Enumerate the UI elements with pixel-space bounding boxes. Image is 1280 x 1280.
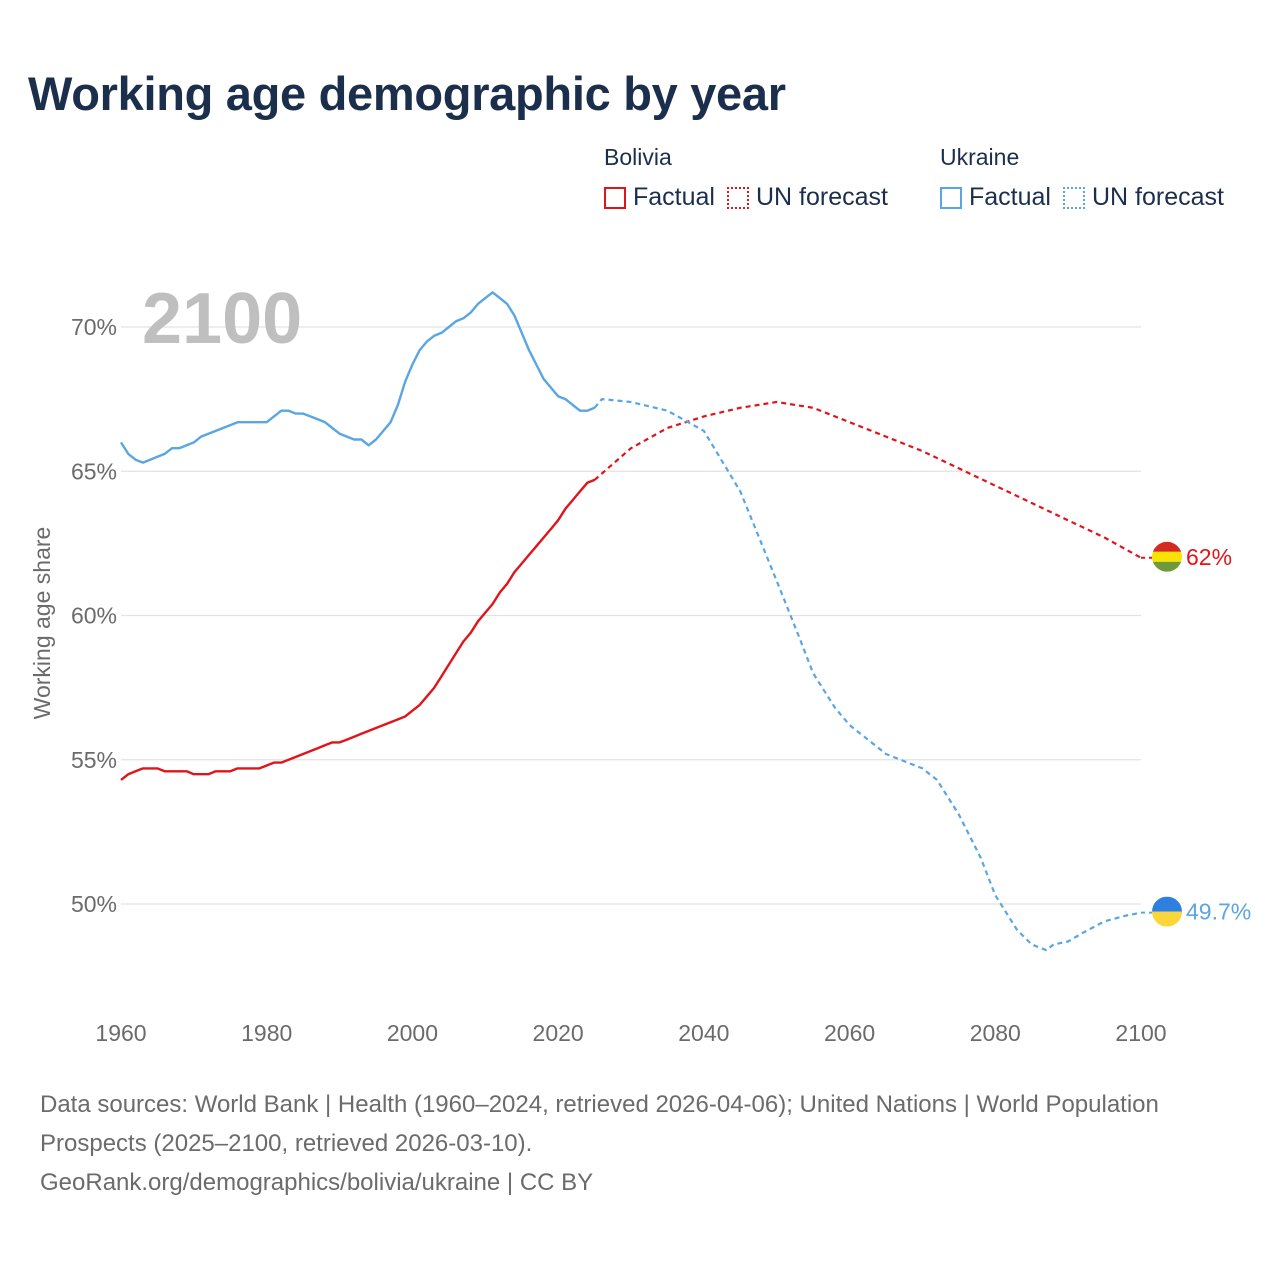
legend-item-ukraine-forecast[interactable]: UN forecast [1062,183,1224,212]
legend-item-bolivia-forecast[interactable]: UN forecast [726,183,888,212]
y-tick-label: 65% [71,458,117,484]
ukraine-factual-line [119,291,596,464]
legend-item-bolivia-factual[interactable]: Factual [604,183,715,212]
x-tick-label: 2060 [824,1020,875,1046]
y-tick-label: 70% [71,314,117,340]
footer-sources: Data sources: World Bank | Health (1960–… [40,1091,1159,1157]
x-axis-ticks: 1960 1980 2000 2020 2040 2060 2080 2100 [95,1020,1166,1046]
legend-label: Factual [633,183,715,211]
legend-group-ukraine: Ukraine Factual UN forecast [940,144,1236,212]
year-watermark: 2100 [142,279,302,359]
dotted-swatch-icon [1062,186,1085,209]
bolivia-factual-line [120,478,596,781]
ukraine-flag-icon [1152,896,1182,927]
x-tick-label: 2020 [533,1020,584,1046]
bolivia-end-value-label: 62% [1186,544,1232,570]
y-axis-ticks: 50% 55% 60% 65% 70% [71,314,117,917]
footer-credit[interactable]: GeoRank.org/demographics/bolivia/ukraine… [40,1169,594,1196]
solid-swatch-icon [940,186,962,209]
bolivia-flag-icon [1152,541,1182,572]
chart-title: Working age demographic by year [28,67,786,120]
x-tick-label: 1980 [241,1020,292,1046]
legend-label: UN forecast [1091,183,1224,211]
ukraine-end-value-label: 49.7% [1186,899,1251,925]
legend-label: UN forecast [755,183,888,211]
x-tick-label: 1960 [95,1020,146,1046]
y-tick-label: 60% [71,603,117,629]
legend-group-name: Bolivia [604,144,672,170]
legend-group-bolivia: Bolivia Factual UN forecast [604,144,900,212]
legend-item-ukraine-factual[interactable]: Factual [940,183,1051,212]
legend-label: Factual [969,183,1051,211]
solid-swatch-icon [604,186,626,209]
x-tick-label: 2000 [387,1020,438,1046]
y-axis-label: Working age share [29,527,55,720]
series-lines [119,291,1142,952]
legend-group-name: Ukraine [940,144,1020,170]
ukraine-forecast-line [593,398,1142,952]
gridlines [121,326,1141,905]
bolivia-forecast-line [593,400,1142,559]
x-tick-label: 2040 [678,1020,729,1046]
dotted-swatch-icon [726,186,749,209]
x-tick-label: 2080 [970,1020,1021,1046]
x-tick-label: 2100 [1115,1020,1166,1046]
footer: Data sources: World Bank | Health (1960–… [40,1085,1180,1202]
y-tick-label: 50% [71,891,117,917]
end-markers: 62% 49.7% [1141,541,1251,927]
y-tick-label: 55% [71,747,117,773]
